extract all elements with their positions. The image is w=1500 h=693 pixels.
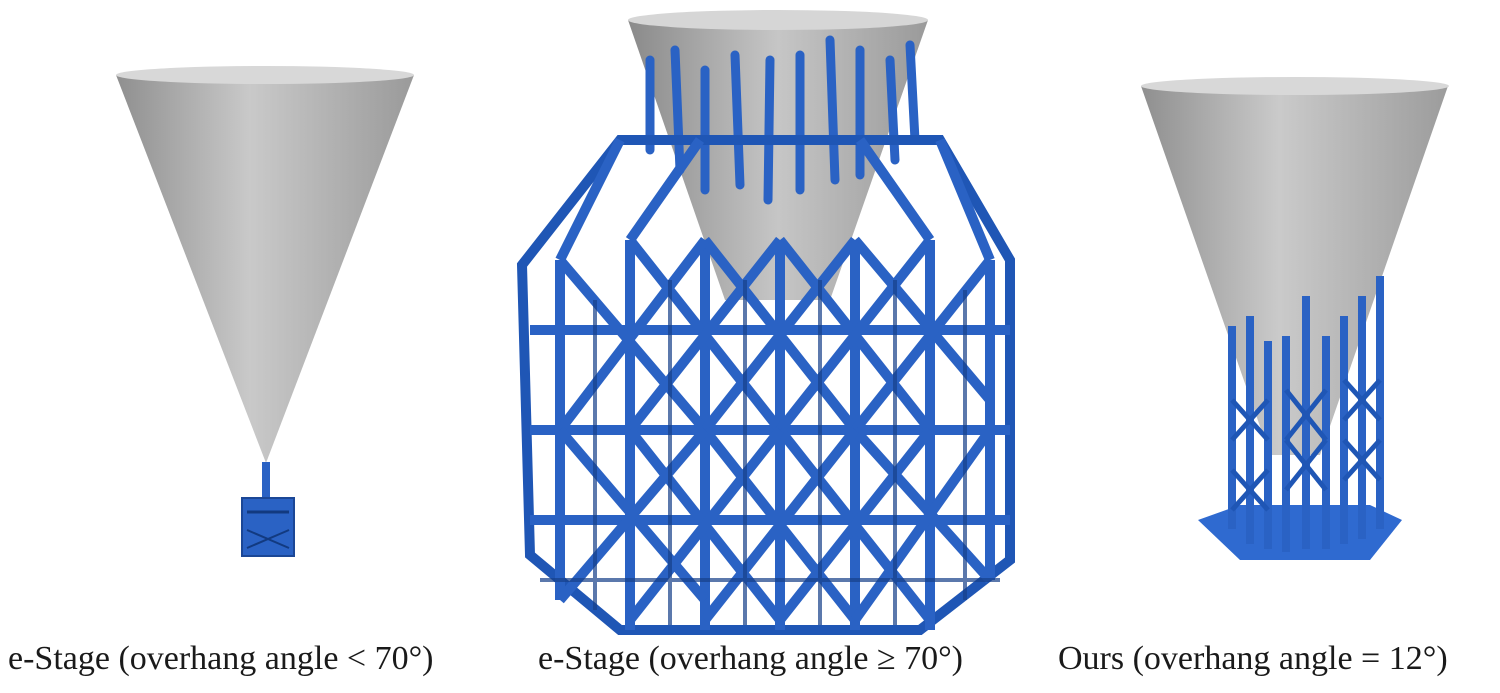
- support-stem: [262, 462, 270, 500]
- cone-top: [116, 66, 414, 84]
- render-lattice-support: [500, 0, 1040, 693]
- panel-estage-low-angle: e-Stage (overhang angle < 70°): [0, 0, 520, 693]
- render-small-support: [0, 0, 520, 693]
- panel-estage-high-angle: e-Stage (overhang angle ≥ 70°): [500, 0, 1040, 693]
- caption-ours: Ours (overhang angle = 12°): [1058, 640, 1448, 678]
- cone-top: [1141, 77, 1449, 95]
- panel-ours: Ours (overhang angle = 12°): [1040, 0, 1500, 693]
- caption-estage-high: e-Stage (overhang angle ≥ 70°): [538, 640, 963, 678]
- caption-estage-low: e-Stage (overhang angle < 70°): [8, 640, 434, 678]
- render-ours-support: [1040, 0, 1500, 693]
- cone-shape: [116, 75, 414, 463]
- cone-top: [628, 10, 928, 30]
